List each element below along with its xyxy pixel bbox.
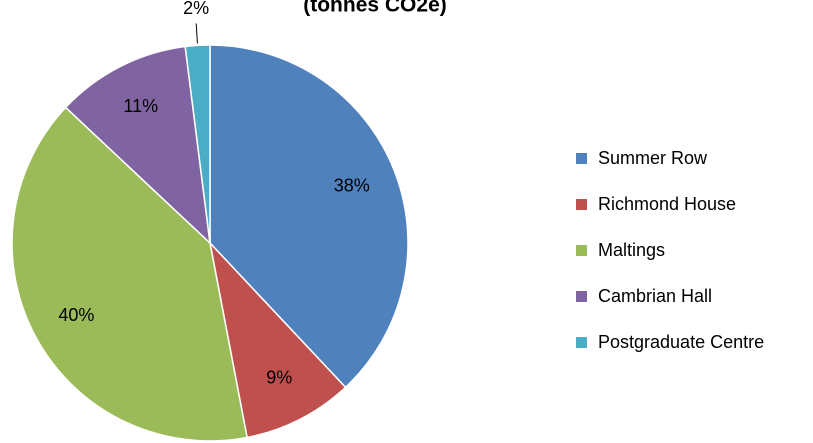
- data-label: 2%: [183, 0, 209, 18]
- leader-line: [195, 23, 198, 44]
- legend-swatch: [576, 337, 587, 348]
- pie-slice: [64, 45, 212, 245]
- pie-slice: [209, 44, 409, 389]
- pie-slice: [184, 44, 211, 244]
- legend-label: Cambrian Hall: [598, 286, 712, 306]
- data-label: 38%: [334, 176, 370, 196]
- data-label: 11%: [123, 96, 158, 116]
- data-label: 9%: [266, 368, 292, 388]
- legend-label: Summer Row: [598, 148, 708, 168]
- legend-swatch: [576, 153, 587, 164]
- chart-title: (tonnes CO2e): [303, 0, 447, 17]
- legend-swatch: [576, 245, 587, 256]
- pie-slice: [208, 240, 347, 439]
- data-label: 40%: [58, 305, 94, 325]
- legend-swatch: [576, 291, 587, 302]
- legend-label: Postgraduate Centre: [598, 332, 764, 352]
- pie-slice: [11, 106, 248, 442]
- legend-swatch: [576, 199, 587, 210]
- legend-label: Maltings: [598, 240, 665, 260]
- legend-label: Richmond House: [598, 194, 736, 214]
